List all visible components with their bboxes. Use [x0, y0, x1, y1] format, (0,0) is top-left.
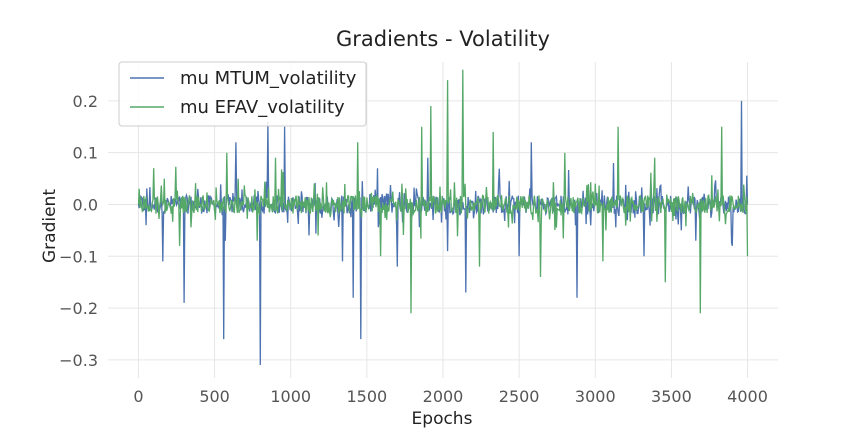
legend: mu MTUM_volatility mu EFAV_volatility [118, 61, 367, 127]
legend-label-mtum: mu MTUM_volatility [180, 68, 357, 89]
series-line-efav [137, 69, 749, 314]
x-tick-label: 500 [199, 387, 230, 406]
x-tick-label: 4000 [727, 387, 768, 406]
chart-title: Gradients - Volatility [336, 27, 550, 51]
x-tick-label: 2500 [499, 387, 540, 406]
x-tick-label: 1500 [347, 387, 388, 406]
x-axis-label: Epochs [412, 409, 473, 429]
series-lines [137, 69, 749, 366]
y-tick-label: 0.1 [73, 144, 98, 163]
x-tick-label: 1000 [270, 387, 311, 406]
y-tick-labels: −0.3 −0.2 −0.1 0.0 0.1 0.2 [59, 92, 98, 370]
y-tick-label: −0.1 [59, 247, 98, 266]
y-tick-label: 0.0 [73, 195, 98, 214]
legend-label-efav: mu EFAV_volatility [180, 97, 345, 118]
x-tick-label: 3000 [575, 387, 616, 406]
y-tick-label: −0.3 [59, 351, 98, 370]
y-tick-label: −0.2 [59, 299, 98, 318]
x-tick-label: 2000 [423, 387, 464, 406]
x-tick-label: 3500 [651, 387, 692, 406]
legend-box [118, 61, 367, 127]
y-axis-label: Gradient [40, 189, 60, 263]
x-tick-labels: 0 500 1000 1500 2000 2500 3000 3500 4000 [133, 387, 768, 406]
x-tick-label: 0 [133, 387, 143, 406]
y-tick-label: 0.2 [73, 92, 98, 111]
